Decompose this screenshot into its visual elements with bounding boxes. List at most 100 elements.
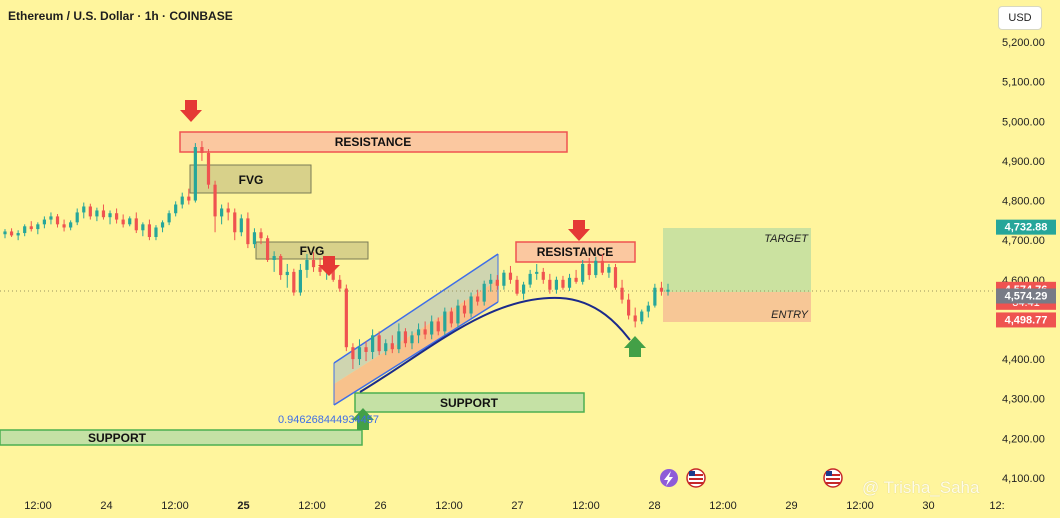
candle-body: [371, 335, 375, 352]
watermark: @ Trisha_Saha: [862, 478, 980, 497]
candle-body: [581, 263, 585, 282]
x-tick-label: 30: [922, 500, 934, 512]
candle-body: [141, 224, 145, 231]
down-arrow-icon: [568, 220, 590, 241]
candle-body: [160, 222, 165, 228]
candle-body: [338, 279, 342, 289]
candle-body: [114, 213, 119, 220]
price-badge-value: 4,574.29: [1005, 291, 1048, 303]
support-label-1: SUPPORT: [88, 431, 147, 445]
down-arrow-icon: [318, 256, 340, 276]
entry-zone[interactable]: [663, 292, 811, 322]
us-flag-icon[interactable]: [686, 468, 706, 488]
candle-body: [226, 208, 230, 213]
candle-body: [180, 196, 184, 205]
price-badge-value: 4,732.88: [1005, 222, 1048, 234]
candle-body: [607, 267, 611, 273]
candle-body: [239, 218, 243, 233]
candle-body: [42, 219, 46, 225]
candle-body: [443, 311, 447, 332]
candle-body: [574, 277, 578, 282]
candle-body: [285, 271, 289, 276]
fvg-label-2: FVG: [300, 244, 325, 258]
support-label-2: SUPPORT: [440, 396, 499, 410]
candle-body: [587, 263, 591, 276]
candle-body: [101, 210, 106, 218]
target-zone[interactable]: [663, 228, 811, 292]
rising-channel-upper-band[interactable]: [334, 254, 498, 384]
candle-body: [36, 224, 40, 230]
candle-body: [482, 283, 486, 302]
candle-body: [600, 260, 604, 273]
candle-body: [653, 287, 657, 306]
support-zone-2[interactable]: [354, 392, 585, 413]
y-tick-label: 4,100.00: [1002, 473, 1045, 485]
lightning-icon[interactable]: [660, 469, 678, 487]
price-badge: [996, 312, 1056, 328]
candle-body: [311, 260, 316, 268]
y-tick-label: 4,200.00: [1002, 433, 1045, 445]
y-tick-label: 4,900.00: [1002, 156, 1045, 168]
resistance-zone-2[interactable]: [515, 241, 636, 263]
x-tick-label: 12:00: [298, 500, 326, 512]
y-tick-label: 5,000.00: [1002, 116, 1045, 128]
x-tick-label: 28: [648, 500, 660, 512]
candle-body: [508, 272, 513, 280]
candle-body: [75, 212, 79, 223]
candle-body: [554, 279, 559, 290]
fvg-zone-1[interactable]: [189, 164, 312, 194]
candle-body: [403, 331, 408, 344]
candle-body: [344, 288, 348, 348]
fvg-zone-2[interactable]: [255, 241, 369, 260]
support-zone-1[interactable]: [0, 429, 363, 446]
channel-upper-line: [333, 253, 499, 364]
candle-body: [502, 272, 506, 286]
price-badge: [996, 288, 1056, 304]
candle-body: [561, 279, 565, 288]
candle-body: [456, 305, 460, 324]
candle-body: [364, 347, 368, 352]
candle-body: [3, 231, 7, 235]
candle-body: [449, 311, 453, 324]
candle-body: [292, 271, 296, 293]
x-tick-label: 29: [785, 500, 797, 512]
candle-body: [279, 256, 283, 276]
candle-body: [193, 147, 197, 201]
candle-body: [423, 329, 427, 335]
candle-body: [252, 232, 257, 245]
candle-body: [95, 210, 99, 217]
time-axis[interactable]: 12:00 24 12:00 25 12:00 26 12:00 27 12:00 28 12:00…: [24, 500, 1004, 512]
us-flag-icon[interactable]: [823, 468, 843, 488]
y-tick-label: 4,400.00: [1002, 354, 1045, 366]
candle-body: [265, 238, 270, 260]
resistance-zone-1[interactable]: [179, 131, 568, 153]
x-tick-label: 12:00: [846, 500, 874, 512]
candle-body: [305, 260, 309, 270]
price-badge: [996, 219, 1056, 235]
candlestick-series: [3, 141, 670, 369]
price-badges: 4,732.884,574.7634:414,574.294,498.77: [996, 219, 1056, 328]
candle-body: [9, 231, 14, 236]
up-arrow-icon: [624, 336, 646, 357]
candle-body: [659, 287, 664, 292]
entry-label: ENTRY: [771, 309, 809, 321]
candle-body: [220, 208, 224, 217]
candle-body: [666, 289, 670, 292]
candle-body: [627, 299, 631, 316]
up-arrow-icon: [352, 408, 374, 430]
candle-body: [620, 287, 624, 300]
candle-body: [397, 331, 401, 350]
price-badge-value: 4,498.77: [1005, 314, 1048, 326]
y-tick-label: 4,700.00: [1002, 235, 1045, 247]
candle-body: [16, 233, 20, 236]
price-axis[interactable]: 4,100.004,200.004,300.004,400.004,500.00…: [1002, 37, 1045, 485]
candle-body: [548, 279, 552, 290]
currency-button[interactable]: USD: [998, 6, 1042, 30]
candle-body: [567, 277, 572, 288]
candle-body: [147, 224, 152, 238]
candle-body: [134, 218, 138, 231]
candle-body: [187, 196, 191, 201]
y-tick-label: 5,200.00: [1002, 37, 1045, 49]
candle-body: [213, 184, 217, 217]
